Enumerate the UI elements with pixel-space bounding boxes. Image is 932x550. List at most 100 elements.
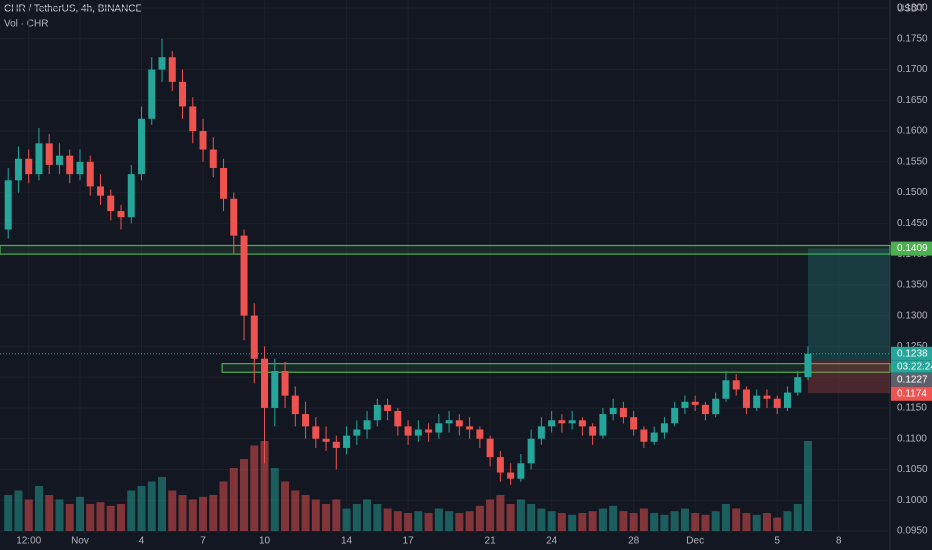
volume-bar (783, 511, 792, 531)
y-tick-label: 0.1700 (897, 64, 928, 75)
candle-body (158, 57, 166, 70)
volume-bar (332, 499, 341, 531)
candle-body (55, 155, 63, 165)
candle-body (486, 438, 494, 458)
candle-body (343, 435, 351, 448)
volume-bar (803, 441, 812, 531)
candle-body (425, 429, 433, 433)
candle-body (220, 167, 228, 199)
volume-bar (639, 508, 648, 531)
candle-body (537, 426, 545, 439)
volume-bar (116, 504, 125, 531)
volume-bar (670, 511, 679, 531)
y-tick-label: 0.0950 (897, 526, 928, 537)
y-tick-label: 0.1050 (897, 464, 928, 475)
volume-bar (680, 508, 689, 531)
volume-bar (598, 508, 607, 531)
candle-body (332, 441, 340, 448)
candle-body (353, 429, 361, 436)
volume-bar (537, 508, 546, 531)
candle-body (763, 395, 771, 399)
volume-bar (55, 499, 64, 531)
volume-bar (742, 513, 751, 531)
volume-bar (629, 513, 638, 531)
volume-bar (711, 511, 720, 531)
candle-body (609, 407, 617, 415)
last-price-label-box (891, 346, 932, 361)
candle-body (96, 186, 104, 196)
volume-bar (373, 504, 382, 531)
y-tick-label: 0.1150 (897, 403, 927, 414)
volume-bar (24, 499, 33, 531)
candle-body (291, 395, 299, 415)
volume-bar (96, 502, 105, 531)
volume-bar (260, 441, 269, 531)
candle-body (568, 420, 576, 424)
candle-body (199, 131, 207, 150)
candle-body (671, 407, 679, 424)
candle-body (414, 429, 422, 436)
candle-body (753, 395, 761, 408)
candle-body (558, 420, 566, 424)
candle-body (322, 438, 330, 442)
candle-body (250, 315, 258, 359)
candle-body (660, 423, 668, 433)
y-tick-label: 0.1550 (897, 156, 928, 167)
x-tick-label: Nov (71, 536, 89, 547)
y-tick-label: 0.1350 (897, 280, 928, 291)
candle-body (363, 420, 371, 430)
volume-bar (691, 513, 700, 531)
candle-body (578, 420, 586, 427)
target-area (807, 248, 890, 361)
x-tick-label: 10 (259, 536, 271, 547)
volume-bar (229, 468, 238, 531)
volume-bar (199, 496, 208, 531)
candle-body (722, 380, 730, 399)
volume-bar (721, 504, 730, 531)
candle-body (271, 371, 279, 408)
volume-bar (414, 511, 423, 531)
entry-label: 0.1227 (897, 374, 928, 385)
target-label-box (891, 241, 932, 256)
candle-body (527, 438, 535, 464)
volume-bar (270, 468, 279, 531)
y-tick-label: 0.1300 (897, 310, 928, 321)
volume-bar (342, 508, 351, 531)
chart-title: CHR / TetherUS, 4h, BINANCE (4, 4, 143, 15)
candle-body (66, 155, 74, 175)
volume-bar (701, 514, 710, 531)
candle-body (773, 398, 781, 408)
volume-bar (660, 514, 669, 531)
y-tick-label: 0.1500 (897, 187, 928, 198)
y-tick-label: 0.1650 (897, 95, 928, 106)
y-tick-label: 0.1600 (897, 126, 928, 137)
candle-body (189, 106, 197, 132)
y-tick-label: 0.1800 (897, 3, 928, 14)
volume-bar (496, 495, 505, 531)
volume-bar (322, 504, 331, 531)
volume-bar (547, 511, 556, 531)
x-tick-label: Dec (686, 536, 704, 547)
candle-body (507, 472, 515, 479)
candle-body (230, 198, 238, 236)
volume-bar (465, 511, 474, 531)
candle-body (466, 426, 474, 430)
volume-bar (106, 505, 115, 531)
y-tick-label: 0.1000 (897, 495, 928, 506)
stop-area (807, 360, 890, 394)
candle-body (25, 158, 33, 175)
y-tick-label: 0.1750 (897, 33, 928, 44)
x-tick-label: 4 (139, 536, 145, 547)
volume-bar (86, 504, 95, 531)
candle-body (209, 149, 217, 168)
volume-bar (455, 513, 464, 531)
support-zone (0, 244, 891, 255)
candle-body (712, 398, 720, 415)
countdown-box (891, 360, 932, 373)
candle-body (804, 353, 812, 378)
volume-bar (475, 505, 484, 531)
candle-body (783, 392, 791, 408)
candle-body (127, 174, 135, 218)
volume-bar (732, 508, 741, 531)
